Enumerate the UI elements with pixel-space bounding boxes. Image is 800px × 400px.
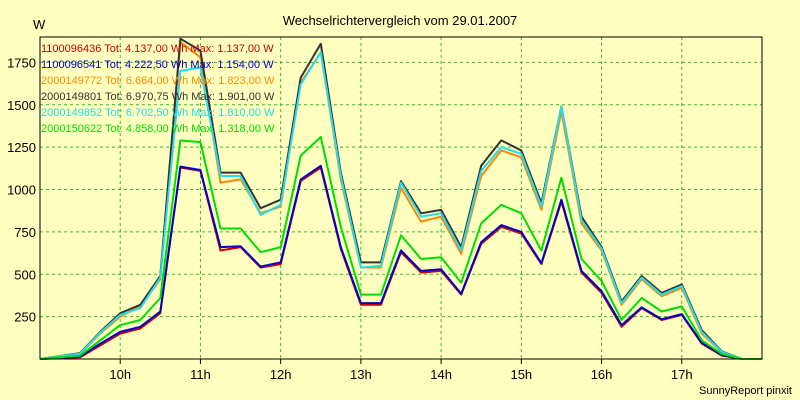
legend-entry-1: 1100096436 Tot: 4.137,00 Wh Max: 1.137,0… — [41, 43, 274, 55]
y-axis-ticks: 250 500 750 1000 1250 1500 1750 — [7, 55, 36, 324]
x-tick-label: 16h — [591, 367, 613, 382]
y-axis-label: W — [33, 17, 46, 32]
legend: 1100096436 Tot: 4.137,00 Wh Max: 1.137,0… — [41, 43, 275, 135]
y-tick-label: 1250 — [7, 140, 36, 155]
legend-entry-6: 2000150622 Tot: 4.858,00 Wh Max: 1.318,0… — [41, 123, 275, 135]
y-tick-label: 500 — [14, 267, 36, 282]
x-tick-label: 11h — [190, 367, 211, 382]
x-tick-label: 15h — [510, 367, 532, 382]
series-line-5 — [39, 51, 762, 360]
legend-entry-2: 1100096541 Tot: 4.222,50 Wh Max: 1.154,0… — [41, 59, 274, 71]
y-tick-label: 1500 — [7, 98, 36, 113]
footer-credit: SunnyReport pinxit — [699, 385, 792, 397]
x-tick-label: 13h — [350, 367, 372, 382]
x-axis-ticks: 10h 11h 12h 13h 14h 15h 16h 17h — [109, 359, 693, 382]
series-lines — [39, 37, 762, 360]
y-tick-label: 1750 — [7, 55, 36, 70]
plot-frame — [39, 36, 763, 360]
x-tick-label: 12h — [270, 367, 292, 382]
x-tick-label: 10h — [109, 367, 131, 382]
legend-entry-4: 2000149801 Tot: 6.970,75 Wh Max: 1.901,0… — [41, 91, 275, 103]
legend-entry-5: 2000149852 Tot: 6.702,50 Wh Max: 1.810,0… — [41, 107, 275, 119]
y-tick-label: 750 — [14, 225, 36, 240]
y-tick-label: 1000 — [7, 183, 36, 198]
chart-title: Wechselrichtervergleich vom 29.01.2007 — [283, 13, 518, 28]
x-tick-label: 14h — [430, 367, 452, 382]
y-tick-label: 250 — [14, 310, 36, 325]
series-line-2 — [39, 164, 762, 360]
series-line-6 — [39, 136, 762, 360]
series-line-4 — [39, 37, 762, 360]
legend-entry-3: 2000149772 Tot: 6.664,00 Wh Max: 1.823,0… — [41, 75, 275, 87]
x-tick-label: 17h — [671, 367, 693, 382]
